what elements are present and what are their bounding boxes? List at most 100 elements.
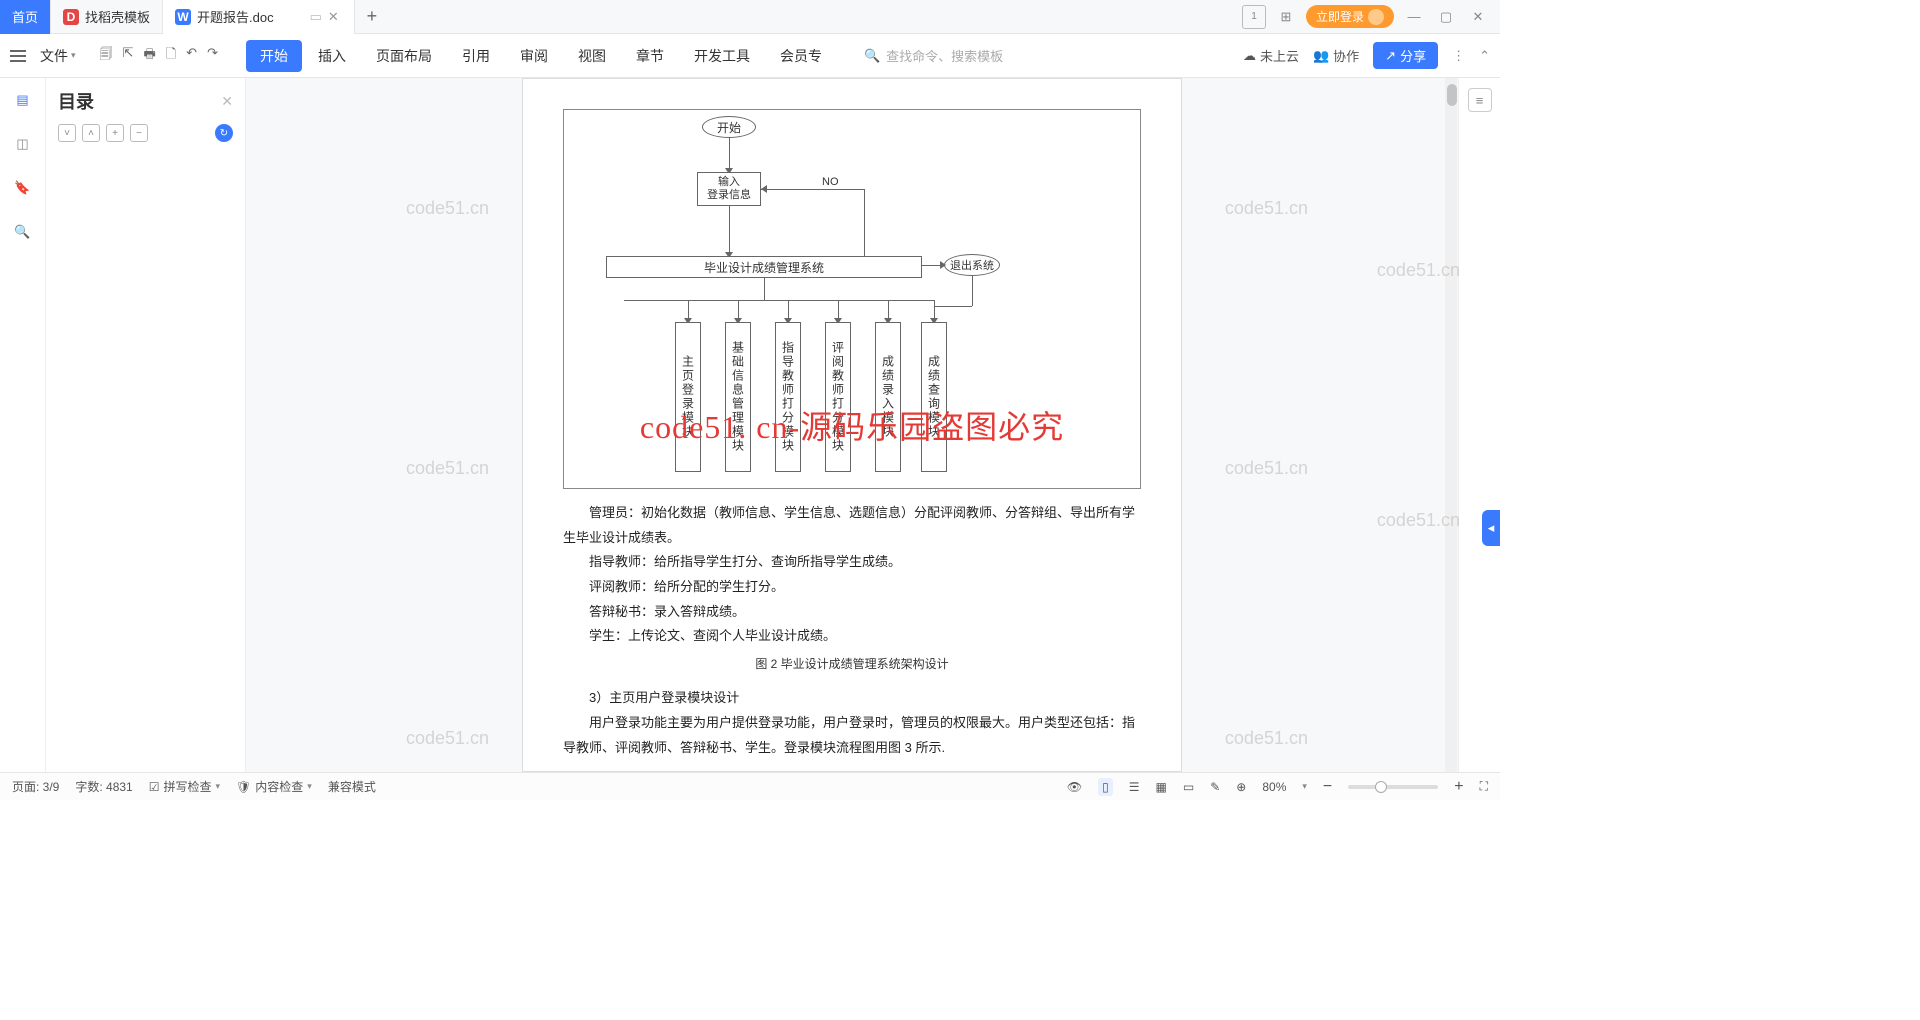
tab-start[interactable]: 开始 [246,40,302,72]
edge [761,189,865,190]
search-placeholder: 查找命令、搜索模板 [886,46,1003,65]
structure-icon[interactable]: ◫ [11,132,35,156]
body-p4: 答辩秘书：录入答辩成绩。 [563,600,1141,625]
command-search[interactable]: 🔍 查找命令、搜索模板 [864,46,1003,65]
outline-icon[interactable]: ▤ [11,88,35,112]
remove-icon[interactable]: − [130,124,148,142]
tab-home-label: 首页 [12,7,38,26]
login-label: 立即登录 [1316,8,1364,25]
watermark: code51.cn [406,728,489,749]
tab-chapter[interactable]: 章节 [622,40,678,72]
collapse-ribbon-icon[interactable]: ⌃ [1479,48,1490,64]
view-web-icon[interactable]: ▦ [1156,780,1167,794]
layout-icon[interactable]: 1 [1242,5,1266,29]
close-window-button[interactable]: ✕ [1466,5,1490,29]
body-p5: 学生：上传论文、查阅个人毕业设计成绩。 [563,624,1141,649]
undo-icon[interactable]: ↶ [186,45,197,67]
minimize-button[interactable]: — [1402,5,1426,29]
node-m1: 主页登录模块 [675,322,701,472]
feedback-tab[interactable]: ◂ [1482,510,1500,546]
format-pane-icon[interactable]: ≡ [1468,88,1492,112]
compat-mode[interactable]: 兼容模式 [328,778,376,795]
watermark: code51.cn [406,198,489,219]
export-icon[interactable]: ⇱ [123,45,134,67]
outline-title: 目录 [58,88,94,114]
node-system: 毕业设计成绩管理系统 [606,256,922,278]
node-start: 开始 [702,116,756,138]
page-indicator[interactable]: 页面: 3/9 [12,778,59,795]
content-check[interactable]: 🛡内容检查▾ [236,778,312,795]
edge [972,276,973,306]
markup-icon[interactable]: ✎ [1210,780,1220,794]
close-outline-icon[interactable]: ✕ [221,93,233,110]
maximize-button[interactable]: ▢ [1434,5,1458,29]
share-icon: ↗ [1385,48,1396,64]
zoom-fit-icon[interactable]: ⊕ [1236,780,1246,794]
spellcheck-toggle[interactable]: ☑拼写检查▾ [149,778,220,795]
left-activity-bar: ▤ ◫ 🔖 🔍 [0,78,46,772]
edge [934,300,935,320]
scrollbar-thumb[interactable] [1447,84,1457,106]
fullscreen-icon[interactable]: ⛶ [1480,779,1488,794]
cloud-status[interactable]: ☁未上云 [1243,46,1299,65]
tab-view[interactable]: 视图 [564,40,620,72]
save-icon[interactable]: 🗐 [100,45,113,67]
close-tab-icon[interactable]: ✕ [328,9,342,25]
more-icon[interactable]: ⋮ [1452,48,1465,64]
search-icon: 🔍 [864,48,880,64]
tab-window-icon[interactable]: ▭ [310,9,322,25]
add-icon[interactable]: + [106,124,124,142]
tab-layout[interactable]: 页面布局 [362,40,446,72]
print-icon[interactable]: 🖶 [143,45,155,67]
share-button[interactable]: ↗分享 [1373,42,1438,69]
apps-icon[interactable]: ⊞ [1274,5,1298,29]
focus-mode-icon[interactable]: 👁 [1067,780,1082,794]
tab-templates[interactable]: D 找稻壳模板 [51,0,163,34]
workspace: ▤ ◫ 🔖 🔍 目录 ✕ ˅ ˄ + − ↻ code51.cn code51.… [0,78,1500,772]
bookmark-icon[interactable]: 🔖 [11,176,35,200]
edge-label-no: NO [822,176,839,188]
refresh-icon[interactable]: ↻ [215,124,233,142]
file-menu[interactable]: 文件▾ [34,46,82,66]
new-tab-button[interactable]: + [355,6,389,27]
zoom-slider[interactable] [1348,785,1438,789]
node-m3: 指导教师打分模块 [775,322,801,472]
login-button[interactable]: 立即登录 [1306,5,1394,28]
collab-button[interactable]: 👥协作 [1313,46,1359,65]
word-count[interactable]: 字数: 4831 [75,778,132,795]
tab-document-label: 开题报告.doc [197,7,274,26]
zoom-out-icon[interactable]: − [1323,778,1332,796]
edge [729,138,730,170]
tab-member[interactable]: 会员专 [766,40,836,72]
arrowhead-icon [761,185,767,193]
tab-insert[interactable]: 插入 [304,40,360,72]
quick-access-toolbar: 🗐 ⇱ 🖶 🗋 ↶ ↷ [90,45,228,67]
tab-dev[interactable]: 开发工具 [680,40,764,72]
flowchart: 开始 输入 登录信息 NO 毕业设计成绩管理系统 退出系统 [563,109,1141,489]
check-icon: ☑ [149,780,160,794]
tab-home[interactable]: 首页 [0,0,51,34]
zoom-value[interactable]: 80% [1262,780,1286,794]
tab-document[interactable]: W 开题报告.doc ▭ ✕ [163,0,355,34]
document-canvas[interactable]: code51.cn code51.cn code51.cn code51.cn … [246,78,1458,772]
cloud-icon: ☁ [1243,48,1256,64]
collapse-all-icon[interactable]: ˄ [82,124,100,142]
avatar-icon [1368,9,1384,25]
tab-review[interactable]: 审阅 [506,40,562,72]
scrollbar-track[interactable] [1445,78,1457,772]
zoom-in-icon[interactable]: + [1454,778,1463,796]
redo-icon[interactable]: ↷ [207,45,218,67]
ribbon-tabs: 开始 插入 页面布局 引用 审阅 视图 章节 开发工具 会员专 [246,40,836,72]
tab-ref[interactable]: 引用 [448,40,504,72]
outline-toolbar: ˅ ˄ + − ↻ [58,124,233,142]
expand-all-icon[interactable]: ˅ [58,124,76,142]
title-bar: 首页 D 找稻壳模板 W 开题报告.doc ▭ ✕ + 1 ⊞ 立即登录 — ▢… [0,0,1500,34]
view-page-icon[interactable]: ▯ [1098,778,1113,796]
view-outline-icon[interactable]: ☰ [1129,780,1140,794]
find-icon[interactable]: 🔍 [11,220,35,244]
node-input: 输入 登录信息 [697,172,761,206]
preview-icon[interactable]: 🗋 [166,45,176,67]
view-read-icon[interactable]: ▭ [1183,780,1194,794]
hamburger-icon[interactable] [10,50,26,62]
watermark: code51.cn [406,458,489,479]
